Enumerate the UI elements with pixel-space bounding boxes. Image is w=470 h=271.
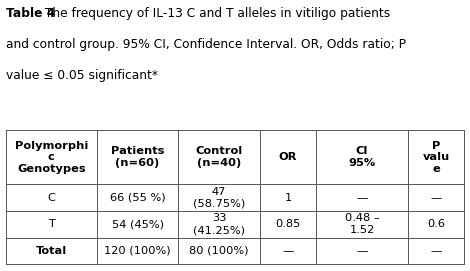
Text: and control group. 95% CI, Confidence Interval. OR, Odds ratio; P: and control group. 95% CI, Confidence In… bbox=[6, 38, 406, 51]
Text: C: C bbox=[47, 193, 55, 203]
Text: 0.6: 0.6 bbox=[427, 219, 445, 229]
Text: —: — bbox=[431, 246, 442, 256]
Text: 54 (45%): 54 (45%) bbox=[111, 219, 164, 229]
Text: CI
95%: CI 95% bbox=[348, 146, 376, 168]
Text: Total: Total bbox=[36, 246, 67, 256]
Text: —: — bbox=[282, 246, 294, 256]
Text: 1: 1 bbox=[284, 193, 292, 203]
Text: Table 4: Table 4 bbox=[6, 7, 55, 20]
Text: value ≤ 0.05 significant*: value ≤ 0.05 significant* bbox=[6, 69, 157, 82]
Text: T: T bbox=[48, 219, 55, 229]
Text: Patients
(n=60): Patients (n=60) bbox=[111, 146, 164, 168]
Text: Polymorphi
c
Genotypes: Polymorphi c Genotypes bbox=[15, 141, 88, 174]
Text: 66 (55 %): 66 (55 %) bbox=[110, 193, 165, 203]
Text: Control
(n=40): Control (n=40) bbox=[196, 146, 243, 168]
Text: 120 (100%): 120 (100%) bbox=[104, 246, 171, 256]
Text: 33
(41.25%): 33 (41.25%) bbox=[193, 214, 245, 235]
Text: —: — bbox=[356, 193, 368, 203]
Text: —: — bbox=[356, 246, 368, 256]
Text: —: — bbox=[431, 193, 442, 203]
Text: The frequency of IL-13 C and T alleles in vitiligo patients: The frequency of IL-13 C and T alleles i… bbox=[41, 7, 390, 20]
Text: P
valu
e: P valu e bbox=[423, 141, 450, 174]
Text: 0.48 –
1.52: 0.48 – 1.52 bbox=[345, 214, 379, 235]
Text: 80 (100%): 80 (100%) bbox=[189, 246, 249, 256]
Text: 47
(58.75%): 47 (58.75%) bbox=[193, 187, 245, 208]
Text: OR: OR bbox=[279, 152, 297, 162]
Text: 0.85: 0.85 bbox=[275, 219, 301, 229]
